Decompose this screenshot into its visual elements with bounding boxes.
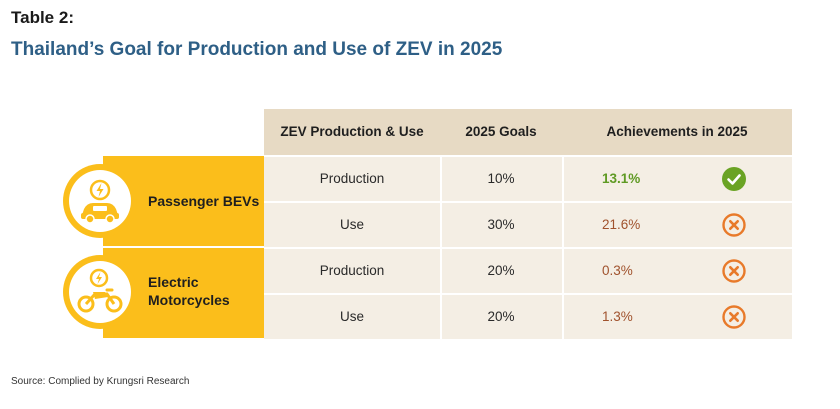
row-item: Production bbox=[319, 263, 385, 278]
column-header-achievements: Achievements in 2025 bbox=[606, 124, 748, 139]
table-row: Use 30% 21.6% bbox=[264, 203, 792, 247]
badge-electric-motorcycles bbox=[63, 255, 137, 329]
table-row: Production 10% 13.1% bbox=[264, 157, 792, 201]
row-achievement: 0.3% bbox=[602, 263, 633, 278]
row-achievement: 1.3% bbox=[602, 309, 633, 324]
category-label-passenger-bevs: Passenger BEVs bbox=[148, 193, 260, 209]
row-achievement: 21.6% bbox=[602, 217, 641, 232]
table-title: Thailand’s Goal for Production and Use o… bbox=[11, 39, 503, 60]
badge-passenger-bevs bbox=[63, 164, 137, 238]
table-row: Use 20% 1.3% bbox=[264, 295, 792, 339]
source-note: Source: Complied by Krungsri Research bbox=[11, 376, 190, 387]
x-circle-icon bbox=[722, 213, 746, 237]
table-row: Production 20% 0.3% bbox=[264, 249, 792, 293]
column-header-zev: ZEV Production & Use bbox=[280, 124, 424, 139]
row-item: Use bbox=[339, 309, 364, 324]
row-goal: 20% bbox=[487, 309, 515, 324]
row-goal: 20% bbox=[487, 263, 515, 278]
category-label-electric-motorcycles: Electric Motorcycles bbox=[148, 274, 230, 308]
electric-motorcycle-icon bbox=[77, 268, 123, 313]
row-item: Production bbox=[319, 171, 385, 186]
column-header-goals: 2025 Goals bbox=[465, 124, 537, 139]
row-goal: 30% bbox=[487, 217, 515, 232]
row-item: Use bbox=[339, 217, 364, 232]
x-circle-icon bbox=[722, 259, 746, 283]
ev-car-charging-icon bbox=[81, 179, 119, 224]
row-achievement: 13.1% bbox=[602, 171, 641, 186]
table-header-row: ZEV Production & Use 2025 Goals Achievem… bbox=[264, 109, 792, 155]
x-circle-icon bbox=[722, 305, 746, 329]
check-circle-icon bbox=[722, 167, 746, 191]
row-goal: 10% bbox=[487, 171, 515, 186]
table-number: Table 2: bbox=[11, 8, 74, 27]
